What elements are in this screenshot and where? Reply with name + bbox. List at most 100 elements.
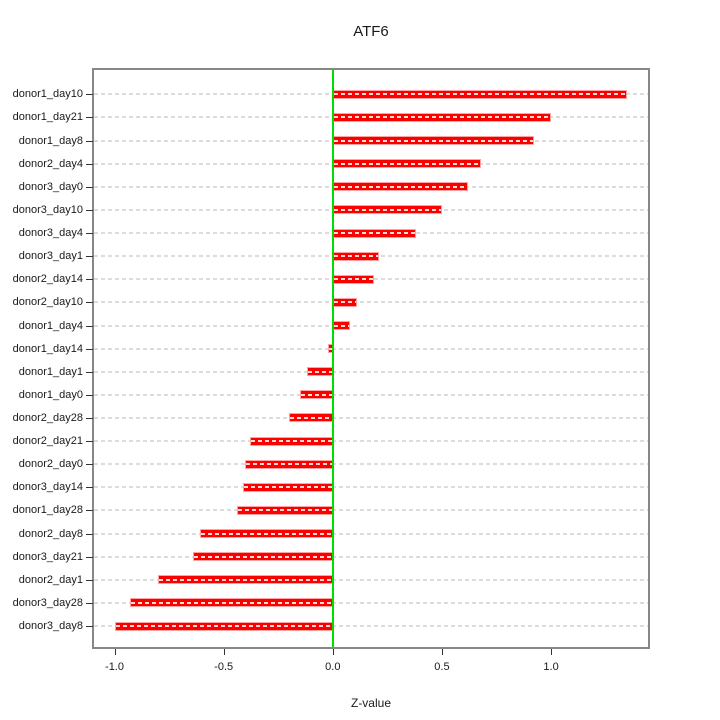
y-tick <box>86 279 93 281</box>
x-tick-label-1.0: 1.0 <box>543 661 559 673</box>
y-tick <box>86 233 93 235</box>
gridline <box>94 440 648 443</box>
bar-center-dash <box>333 185 468 188</box>
zero-reference-line <box>331 70 334 647</box>
bar-donor3_day14 <box>243 482 333 492</box>
y-tick <box>86 441 93 443</box>
y-label-donor2_day0: donor2_day0 <box>18 458 83 471</box>
bar-center-dash <box>333 93 627 96</box>
bar-donor1_day28 <box>236 505 333 515</box>
bar-center-dash <box>115 625 332 628</box>
bar-donor2_day21 <box>249 436 333 446</box>
y-label-donor2_day4: donor2_day4 <box>18 157 83 170</box>
bar-center-dash <box>333 324 350 327</box>
gridline <box>94 509 648 512</box>
y-tick <box>86 140 93 142</box>
y-tick <box>86 302 93 304</box>
bar-donor3_day0 <box>332 182 469 192</box>
y-label-donor3_day21: donor3_day21 <box>12 550 83 563</box>
bar-donor1_day21 <box>332 112 552 122</box>
y-tick <box>86 348 93 350</box>
bar-donor3_day8 <box>114 621 333 631</box>
y-label-donor1_day8: donor1_day8 <box>18 134 83 147</box>
y-label-donor1_day28: donor1_day28 <box>12 504 83 517</box>
y-tick <box>86 510 93 512</box>
y-tick <box>86 556 93 558</box>
bar-center-dash <box>246 463 332 466</box>
bar-donor1_day4 <box>332 321 351 330</box>
y-label-donor1_day14: donor1_day14 <box>12 342 83 355</box>
gridline <box>94 393 648 396</box>
x-tick-label-0.0: 0.0 <box>325 661 341 673</box>
y-label-donor1_day1: donor1_day1 <box>18 365 83 378</box>
x-axis-title: Z-value <box>350 696 391 710</box>
y-label-donor2_day10: donor2_day10 <box>12 296 83 309</box>
bar-center-dash <box>307 370 332 373</box>
y-tick <box>86 602 93 604</box>
bar-donor3_day10 <box>332 205 442 215</box>
y-tick <box>86 487 93 489</box>
y-tick <box>86 579 93 581</box>
y-tick <box>86 186 93 188</box>
gridline <box>94 324 648 327</box>
bar-center-dash <box>301 393 332 396</box>
bar-donor1_day8 <box>332 136 534 146</box>
chart-title: ATF6 <box>353 23 389 40</box>
bar-donor3_day4 <box>332 228 416 238</box>
y-tick <box>86 533 93 535</box>
x-tick-label--1.0: -1.0 <box>105 661 124 673</box>
gridline <box>94 625 648 628</box>
x-tick <box>441 649 443 655</box>
y-tick <box>86 626 93 628</box>
bar-center-dash <box>333 139 533 142</box>
bar-donor2_day10 <box>332 297 357 307</box>
y-tick <box>86 325 93 327</box>
bar-center-dash <box>333 255 378 258</box>
y-label-donor3_day4: donor3_day4 <box>18 227 83 240</box>
bar-donor1_day0 <box>300 390 333 400</box>
bar-center-dash <box>159 578 332 581</box>
y-label-donor1_day10: donor1_day10 <box>12 88 83 101</box>
bar-donor3_day21 <box>193 552 333 562</box>
y-label-donor3_day1: donor3_day1 <box>18 250 83 263</box>
bar-donor2_day28 <box>289 413 333 423</box>
bar-center-dash <box>333 116 551 119</box>
x-tick-label-0.5: 0.5 <box>434 661 450 673</box>
y-label-donor3_day28: donor3_day28 <box>12 596 83 609</box>
bar-center-dash <box>333 162 481 165</box>
gridline <box>94 301 648 304</box>
bar-center-dash <box>333 232 415 235</box>
y-label-donor3_day10: donor3_day10 <box>12 203 83 216</box>
bar-donor2_day14 <box>332 274 375 284</box>
y-label-donor1_day0: donor1_day0 <box>18 388 83 401</box>
y-label-donor2_day21: donor2_day21 <box>12 435 83 448</box>
gridline <box>94 370 648 373</box>
y-label-donor2_day28: donor2_day28 <box>12 411 83 424</box>
bar-donor2_day0 <box>245 459 333 469</box>
x-tick-label--0.5: -0.5 <box>214 661 234 673</box>
y-label-donor2_day8: donor2_day8 <box>18 527 83 540</box>
y-tick <box>86 256 93 258</box>
y-label-donor1_day4: donor1_day4 <box>18 319 83 332</box>
y-tick <box>86 464 93 466</box>
bar-donor2_day8 <box>199 529 333 539</box>
bar-center-dash <box>333 301 356 304</box>
y-tick <box>86 163 93 165</box>
y-tick <box>86 417 93 419</box>
y-label-donor3_day0: donor3_day0 <box>18 180 83 193</box>
y-label-donor3_day14: donor3_day14 <box>12 481 83 494</box>
gridline <box>94 601 648 604</box>
y-label-donor3_day8: donor3_day8 <box>18 620 83 633</box>
x-tick <box>332 649 334 655</box>
gridline <box>94 486 648 489</box>
bar-donor1_day1 <box>306 367 333 377</box>
y-tick <box>86 209 93 211</box>
gridline <box>94 578 648 581</box>
y-tick <box>86 117 93 119</box>
x-tick <box>223 649 225 655</box>
gridline <box>94 555 648 558</box>
y-label-donor2_day14: donor2_day14 <box>12 273 83 286</box>
gridline <box>94 347 648 350</box>
x-tick <box>551 649 553 655</box>
